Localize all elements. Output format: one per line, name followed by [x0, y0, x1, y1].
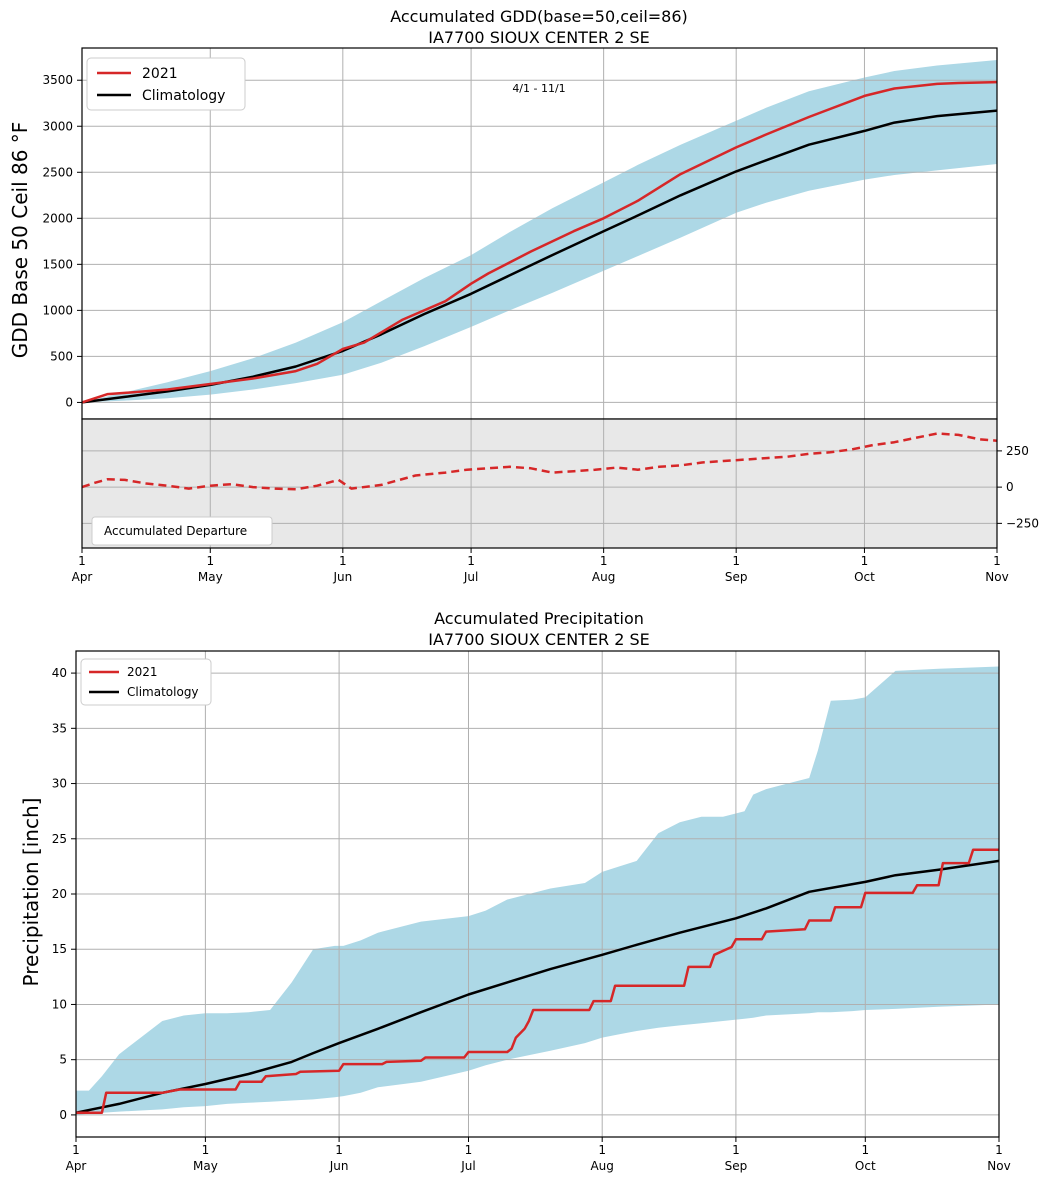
- chart3-xtick-month-5: Sep: [725, 1159, 748, 1173]
- chart3-series-0: [76, 848, 999, 1114]
- chart3-series-1: [75, 859, 1000, 1114]
- chart3-xtick-month-7: Nov: [987, 1159, 1010, 1173]
- chart2-xtick-month-7: Nov: [985, 570, 1008, 584]
- chart1-plot: 0 500 1000 1500 2000 2500 3000 3500: [42, 47, 998, 420]
- chart1-ytick-label-4: 2000: [42, 211, 73, 225]
- chart2-plot: 1 Apr 1 May 1 Jun 1 Jul 1 Aug 1 Sep 1 Oct 1 Nov −250 0 250: [72, 418, 1039, 584]
- chart1-legend-2021: 2021: [142, 66, 178, 82]
- chart3-title: Accumulated Precipitation: [434, 609, 644, 628]
- chart3-xtick-day-1: 1: [202, 1143, 210, 1157]
- chart2-xtick-day-2: 1: [339, 554, 347, 568]
- chart3-xtick-day-2: 1: [335, 1143, 343, 1157]
- chart3-ytick-label-2: 10: [52, 997, 67, 1011]
- chart2-ytick-label-0: −250: [1006, 516, 1039, 530]
- chart2-xtick-month-6: Oct: [854, 570, 875, 584]
- chart3-xtick-month-1: May: [193, 1159, 218, 1173]
- chart3-xtick-month-4: Aug: [590, 1159, 613, 1173]
- chart2-xtick-month-0: Apr: [72, 570, 93, 584]
- chart2-xtick-month-2: Jun: [332, 570, 352, 584]
- chart1-ytick-label-2: 1000: [42, 303, 73, 317]
- chart3-legend: 2021 Climatology: [80, 658, 212, 706]
- chart3-frame: [75, 650, 1000, 1138]
- chart2-series-0: [81, 432, 998, 491]
- chart3-ytick-label-1: 5: [59, 1053, 67, 1067]
- chart1-legend: 2021 Climatology: [86, 57, 246, 111]
- chart1-subtitle: IA7700 SIOUX CENTER 2 SE: [428, 28, 650, 47]
- chart2-xtick-day-5: 1: [732, 554, 740, 568]
- chart3-xtick-month-2: Jun: [329, 1159, 349, 1173]
- chart3-ytick-label-7: 35: [52, 721, 67, 735]
- chart3-ytick-label-4: 20: [52, 887, 67, 901]
- chart3-xtick-day-7: 1: [995, 1143, 1003, 1157]
- chart1-ytick-label-1: 500: [50, 349, 73, 363]
- chart1-annotation: 4/1 - 11/1: [512, 82, 565, 95]
- chart3-ytick-label-3: 15: [52, 942, 67, 956]
- chart2-xtick-day-0: 1: [78, 554, 86, 568]
- chart1-ylabel: GDD Base 50 Ceil 86 °F: [8, 122, 32, 359]
- chart3-range-band: [76, 666, 999, 1115]
- chart3-subtitle: IA7700 SIOUX CENTER 2 SE: [428, 630, 650, 649]
- chart2-ytick-label-1: 0: [1006, 480, 1014, 494]
- chart1-ytick-label-7: 3500: [42, 73, 73, 87]
- chart3-legend-2021: 2021: [127, 665, 158, 679]
- chart3-xtick-month-3: Jul: [460, 1159, 475, 1173]
- chart1-ytick-label-0: 0: [65, 395, 73, 409]
- chart2-xtick-day-4: 1: [600, 554, 608, 568]
- chart2-ytick-label-2: 250: [1006, 444, 1029, 458]
- chart3-xtick-day-6: 1: [861, 1143, 869, 1157]
- chart1-ytick-label-5: 2500: [42, 165, 73, 179]
- chart2-xtick-day-1: 1: [206, 554, 214, 568]
- chart1-series-0: [81, 80, 998, 404]
- chart1-ytick-label-6: 3000: [42, 119, 73, 133]
- chart3-plot: 1 Apr 1 May 1 Jun 1 Jul 1 Aug 1 Sep 1 Oct 1 Nov 0 5 10 15 20…: [52, 650, 1011, 1173]
- chart2-xtick-month-5: Sep: [725, 570, 748, 584]
- chart1-range-band: [82, 60, 997, 403]
- chart2-xtick-month-3: Jul: [463, 570, 478, 584]
- chart3-xtick-month-6: Oct: [855, 1159, 876, 1173]
- chart3-xtick-month-0: Apr: [66, 1159, 87, 1173]
- chart3-legend-climatology: Climatology: [127, 685, 199, 699]
- chart2-xtick-day-6: 1: [861, 554, 869, 568]
- chart1-title: Accumulated GDD(base=50,ceil=86): [390, 7, 688, 26]
- chart3-xtick-day-5: 1: [732, 1143, 740, 1157]
- chart3-ytick-label-8: 40: [52, 666, 67, 680]
- chart3-ylabel: Precipitation [inch]: [19, 798, 43, 987]
- chart2-legend-label: Accumulated Departure: [104, 524, 247, 538]
- chart3-xtick-day-4: 1: [598, 1143, 606, 1157]
- chart1-legend-climatology: Climatology: [142, 88, 225, 104]
- chart3-ytick-label-5: 25: [52, 832, 67, 846]
- chart3-ytick-label-6: 30: [52, 777, 67, 791]
- chart2-xtick-day-3: 1: [467, 554, 475, 568]
- chart2-xtick-month-1: May: [198, 570, 223, 584]
- chart2-frame: [81, 418, 998, 549]
- chart1-ytick-label-3: 1500: [42, 257, 73, 271]
- chart3-xtick-day-0: 1: [72, 1143, 80, 1157]
- chart3-ytick-label-0: 0: [59, 1108, 67, 1122]
- chart2-xtick-month-4: Aug: [592, 570, 615, 584]
- chart2-legend: Accumulated Departure: [91, 516, 273, 546]
- chart3-xtick-day-3: 1: [465, 1143, 473, 1157]
- chart2-xtick-day-7: 1: [993, 554, 1001, 568]
